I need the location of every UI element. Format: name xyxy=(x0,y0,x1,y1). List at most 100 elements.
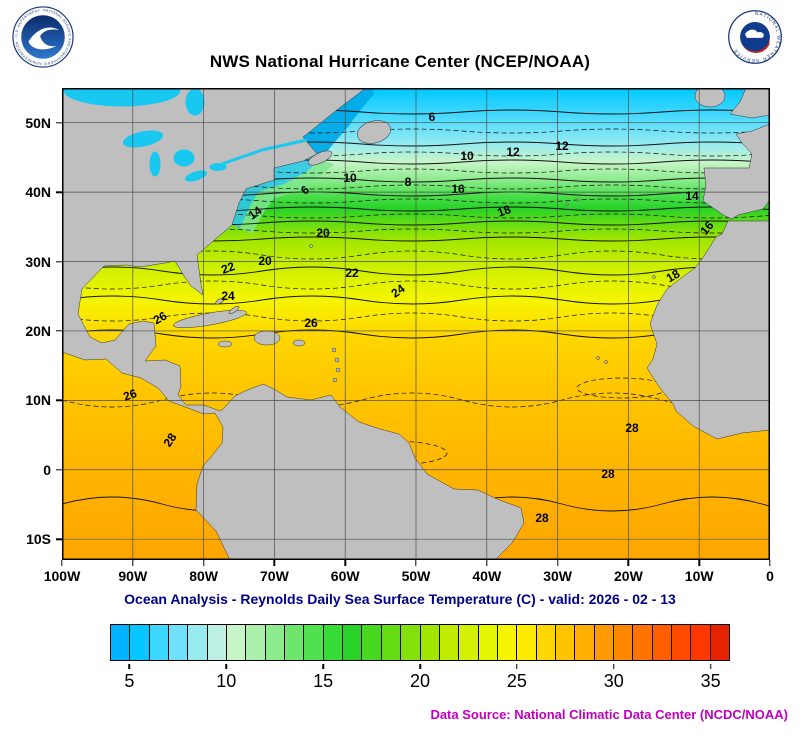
colorbar-bar xyxy=(110,624,730,661)
x-tick-label: 20W xyxy=(613,568,643,584)
colorbar-segment xyxy=(439,625,460,660)
x-tick-label: 50W xyxy=(401,568,431,584)
x-tick-label: 100W xyxy=(43,568,81,584)
y-tick-mark xyxy=(56,538,62,540)
lake-erie xyxy=(184,170,208,182)
island-lesser-antilles xyxy=(331,347,337,353)
colorbar-labels: 5 10 15 20 25 30 35 xyxy=(110,671,730,693)
island-puerto-rico xyxy=(292,339,306,347)
island-cape-verde xyxy=(596,356,600,360)
noaa-logo: NATIONAL OCEANIC AND ATMOSPHERIC ADMINIS… xyxy=(12,6,74,68)
colorbar-segment xyxy=(111,625,131,660)
lake-huron xyxy=(173,149,195,167)
y-tick-label: 0 xyxy=(43,461,51,478)
island-lesser-antilles xyxy=(334,357,340,363)
y-tick-label: 40N xyxy=(25,184,51,201)
colorbar-segment xyxy=(497,625,518,660)
x-tick-mark xyxy=(486,560,488,566)
colorbar-tick-mark xyxy=(516,664,518,669)
y-axis-labels: 50N 40N 30N 20N 10N 0 10S xyxy=(0,88,57,560)
nws-swoosh-icon xyxy=(740,38,770,54)
colorbar-segment xyxy=(575,625,595,660)
colorbar-tick-mark xyxy=(322,664,324,669)
y-tick-label: 10S xyxy=(26,531,51,548)
colorbar-segment xyxy=(362,625,382,660)
x-tick-mark xyxy=(415,560,417,566)
grid-lines xyxy=(62,88,770,560)
island-bermuda xyxy=(309,244,313,248)
island-lesser-antilles xyxy=(332,377,338,383)
colorbar-segment xyxy=(652,625,672,660)
y-tick-label: 50N xyxy=(25,114,51,131)
colorbar-segment xyxy=(246,625,266,660)
nws-cloud-icon xyxy=(745,29,764,38)
colorbar-segment xyxy=(343,625,363,660)
x-tick-label: 90W xyxy=(118,568,148,584)
x-axis-labels: 100W 90W 80W 70W 60W 50W 40W 30W 20W 10W 0 xyxy=(44,568,774,586)
x-tick-mark xyxy=(132,560,134,566)
colorbar-tick-label: 5 xyxy=(124,671,135,691)
sst-map-canvas xyxy=(62,88,770,560)
noaa-emblem xyxy=(21,15,65,59)
colorbar-tick-mark xyxy=(709,664,712,669)
colorbar-segment xyxy=(710,625,729,660)
x-tick-label: 0 xyxy=(766,568,774,584)
colorbar: 5 10 15 20 25 30 35 xyxy=(110,624,730,694)
colorbar-segment xyxy=(536,625,556,660)
colorbar-segment xyxy=(478,625,498,660)
x-tick-mark xyxy=(61,560,63,566)
land-africa xyxy=(646,220,770,440)
island-jamaica xyxy=(217,340,233,348)
x-tick-label: 30W xyxy=(543,568,572,584)
land-ireland xyxy=(694,88,726,108)
colorbar-segment xyxy=(227,625,247,660)
x-tick-label: 60W xyxy=(330,568,360,584)
island-lesser-antilles xyxy=(335,367,341,373)
colorbar-segment xyxy=(401,625,421,660)
colorbar-segment xyxy=(633,625,653,660)
y-tick-mark xyxy=(56,260,62,263)
land-masses xyxy=(62,88,770,560)
y-axis-tick-marks xyxy=(56,88,62,560)
x-tick-mark xyxy=(344,560,346,566)
colorbar-segment xyxy=(323,625,344,660)
colorbar-tick-mark xyxy=(225,664,227,669)
colorbar-segment xyxy=(169,625,189,660)
x-tick-mark xyxy=(769,560,771,566)
y-tick-mark xyxy=(56,469,62,471)
colorbar-tick-label: 15 xyxy=(313,671,334,691)
sst-map: 6 10 12 12 10 8 16 6 14 18 14 16 20 20 22 22 24 24 18 26 26 2… xyxy=(62,88,770,560)
page-title: NWS National Hurricane Center (NCEP/NOAA… xyxy=(209,52,591,71)
colorbar-segment xyxy=(555,625,576,660)
island-newfoundland xyxy=(357,120,391,144)
y-tick-mark xyxy=(56,122,62,124)
colorbar-tick-label: 20 xyxy=(409,671,431,691)
island-cuba xyxy=(173,310,247,328)
colorbar-tick-mark xyxy=(419,664,421,669)
colorbar-segment xyxy=(149,625,170,660)
colorbar-tick-mark xyxy=(128,664,131,669)
st-lawrence-river xyxy=(221,138,308,166)
colorbar-segment xyxy=(691,625,711,660)
y-tick-label: 10N xyxy=(25,392,51,409)
colorbar-tick-label: 35 xyxy=(700,671,721,691)
colorbar-tick-label: 10 xyxy=(216,671,237,691)
x-tick-mark xyxy=(273,560,276,566)
island-azores xyxy=(565,202,569,206)
x-tick-label: 80W xyxy=(189,568,218,584)
x-tick-mark xyxy=(698,560,700,566)
colorbar-tick-label: 30 xyxy=(603,671,624,691)
island-canary xyxy=(652,275,656,279)
lake-ontario xyxy=(209,163,227,171)
data-source-text: Data Source: National Climatic Data Cent… xyxy=(430,707,788,722)
colorbar-segment xyxy=(420,625,440,660)
x-axis-tick-marks xyxy=(61,560,771,566)
colorbar-segment xyxy=(265,625,286,660)
land-americas xyxy=(62,88,525,560)
y-tick-label: 30N xyxy=(25,253,51,270)
island-nova-scotia xyxy=(307,150,333,166)
colorbar-segment xyxy=(130,625,150,660)
island-azores xyxy=(576,198,580,202)
land-britain xyxy=(729,88,770,119)
